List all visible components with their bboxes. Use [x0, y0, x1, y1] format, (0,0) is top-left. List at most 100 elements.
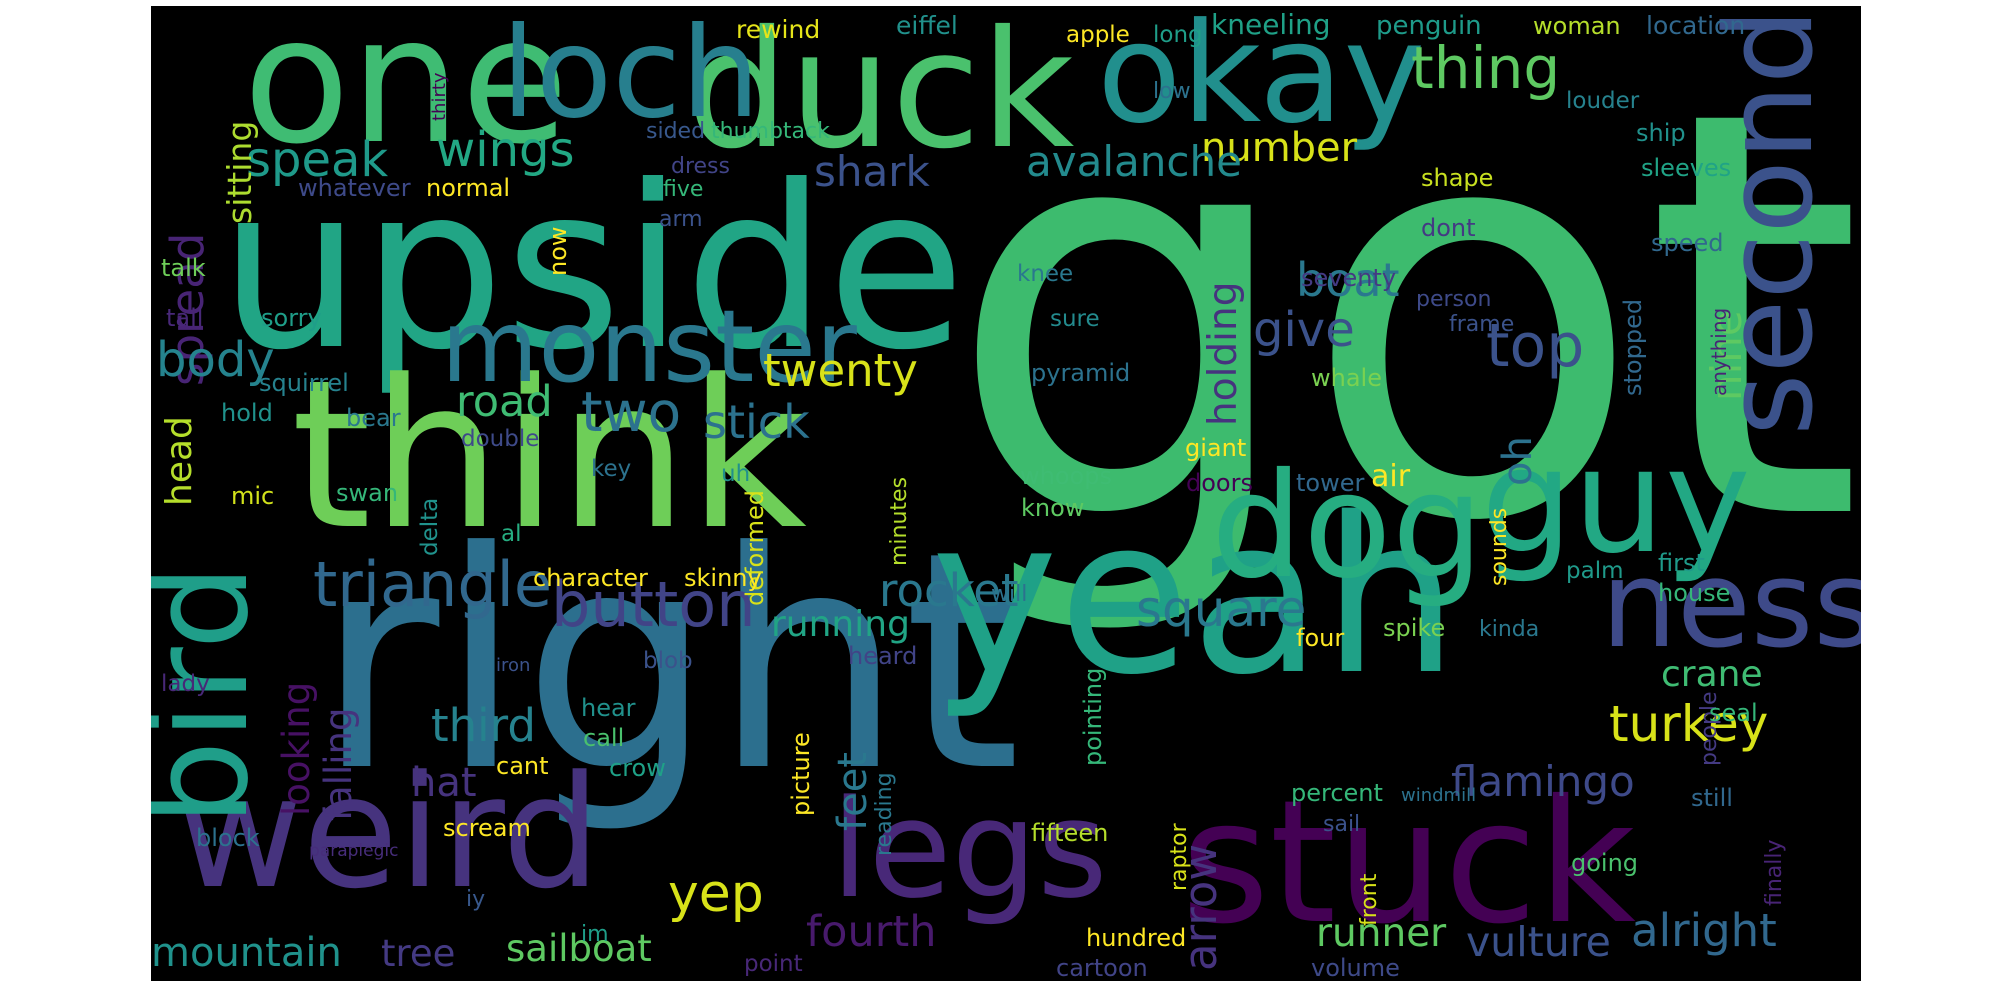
word-tree: tree	[381, 932, 455, 975]
word-block: block	[196, 824, 260, 852]
word-two: two	[581, 380, 681, 444]
word-shark: shark	[814, 147, 931, 196]
word-al: al	[501, 521, 521, 547]
word-feet: feet	[830, 752, 876, 831]
word-third: third	[431, 699, 536, 752]
word-sleeves: sleeves	[1641, 154, 1731, 182]
word-penguin: penguin	[1376, 11, 1482, 41]
word-lady: lady	[161, 671, 210, 697]
word-five: five	[663, 177, 703, 202]
word-avalanche: avalanche	[1026, 137, 1242, 186]
word-holding: holding	[1201, 282, 1246, 426]
word-spike: spike	[1383, 614, 1445, 642]
word-duck: duck	[686, 6, 1075, 185]
word-crane: crane	[1661, 654, 1763, 695]
word-vulture: vulture	[1466, 918, 1611, 966]
word-low: low	[1153, 79, 1191, 104]
word-reading: reading	[872, 772, 897, 856]
word-eiffel: eiffel	[896, 11, 958, 40]
word-weird: weird	[176, 742, 601, 923]
word-mountain: mountain	[151, 930, 342, 976]
word-second: second	[1701, 8, 1840, 436]
word-turkey: turkey	[1609, 695, 1768, 753]
word-picture: picture	[787, 732, 815, 816]
word-squirrel: squirrel	[259, 369, 349, 397]
word-house: house	[1658, 579, 1730, 607]
word-tail: tail	[166, 304, 203, 332]
word-yep: yep	[668, 864, 764, 924]
word-sounds: sounds	[1487, 508, 1512, 586]
word-speak: speak	[246, 132, 388, 188]
word-okay: okay	[1097, 6, 1425, 154]
word-dog: dog	[1211, 442, 1484, 611]
word-still: still	[1691, 784, 1733, 812]
word-bear: bear	[346, 404, 401, 432]
word-person: person	[1416, 287, 1491, 312]
word-guy: guy	[1481, 417, 1751, 586]
word-four: four	[1296, 624, 1344, 652]
word-thing: thing	[1411, 34, 1560, 102]
word-square: square	[1136, 580, 1306, 638]
word-key: key	[591, 456, 631, 482]
word-sail: sail	[1323, 812, 1360, 837]
word-looking: looking	[275, 682, 318, 816]
word-knee: knee	[1017, 261, 1073, 287]
word-got: got	[946, 6, 1861, 644]
word-legs: legs	[831, 771, 1108, 928]
word-skinny: skinny	[684, 564, 762, 592]
word-thirty: thirty	[429, 72, 450, 121]
word-long: long	[1153, 22, 1203, 48]
word-whoops: whoops	[1020, 462, 1112, 490]
word-whale: whale	[1311, 364, 1382, 392]
word-hear: hear	[581, 694, 636, 722]
word-fourth: fourth	[806, 907, 937, 957]
word-delta: delta	[417, 498, 443, 556]
word-pyramid: pyramid	[1031, 359, 1130, 387]
word-giant: giant	[1185, 434, 1246, 462]
word-stick: stick	[703, 395, 810, 449]
word-palm: palm	[1566, 558, 1624, 584]
word-upside: upside	[219, 138, 965, 400]
word-twenty: twenty	[763, 344, 918, 397]
word-hat: hat	[411, 760, 477, 806]
word-sorry: sorry	[261, 304, 322, 332]
word-will: will	[991, 582, 1027, 607]
word-normal: normal	[426, 174, 510, 202]
word-falling: falling	[317, 708, 360, 821]
word-pointing: pointing	[1079, 668, 1107, 766]
word-cartoon: cartoon	[1056, 954, 1148, 981]
word-talk: talk	[161, 254, 206, 282]
word-character: character	[533, 564, 648, 592]
word-woman: woman	[1533, 12, 1621, 40]
word-double: double	[461, 426, 539, 452]
word-give: give	[1253, 302, 1355, 358]
word-percent: percent	[1291, 779, 1383, 807]
word-ship: ship	[1636, 119, 1686, 147]
word-frame: frame	[1449, 312, 1514, 337]
word-one: one	[243, 6, 569, 183]
word-volume: volume	[1311, 954, 1400, 981]
word-right: right	[316, 488, 1021, 837]
word-yeah: yeah	[931, 471, 1459, 722]
word-sailboat: sailboat	[506, 927, 652, 970]
word-monster: monster	[441, 288, 858, 405]
word-mic: mic	[231, 482, 274, 510]
word-iy: iy	[466, 887, 485, 912]
word-body: body	[156, 332, 275, 388]
word-seventy: seventy	[1301, 264, 1396, 292]
word-ness: ness	[1601, 536, 1861, 675]
word-triangle: triangle	[313, 548, 552, 621]
word-air: air	[1371, 459, 1411, 494]
word-road: road	[456, 377, 553, 427]
word-running: running	[771, 604, 910, 645]
word-number: number	[1201, 125, 1358, 171]
word-top: top	[1486, 311, 1584, 381]
word-sure: sure	[1050, 306, 1100, 332]
word-dont: dont	[1421, 214, 1476, 242]
word-sided: sided	[646, 119, 705, 144]
word-swan: swan	[336, 479, 398, 507]
word-windmill: windmill	[1401, 785, 1476, 806]
word-tower: tower	[1296, 469, 1364, 497]
word-whatever: whatever	[298, 174, 411, 202]
word-hold: hold	[221, 399, 273, 427]
